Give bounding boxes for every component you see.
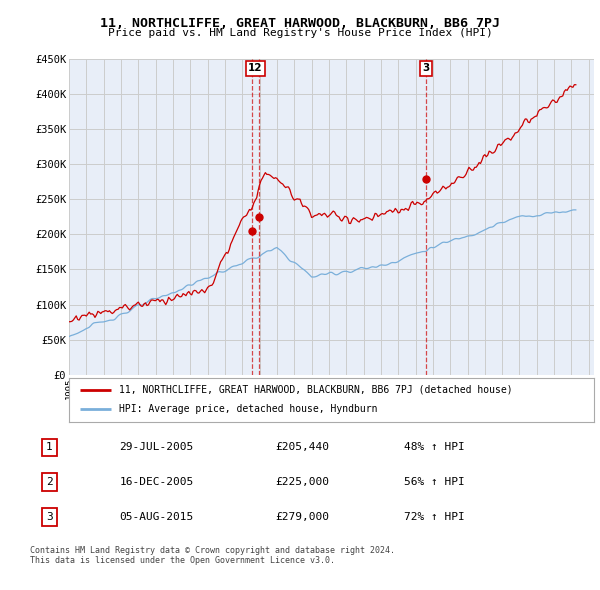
Text: Contains HM Land Registry data © Crown copyright and database right 2024.
This d: Contains HM Land Registry data © Crown c…	[30, 546, 395, 565]
Text: £205,440: £205,440	[275, 442, 329, 453]
Text: £225,000: £225,000	[275, 477, 329, 487]
Text: 12: 12	[248, 64, 263, 74]
Text: 48% ↑ HPI: 48% ↑ HPI	[404, 442, 464, 453]
Text: 56% ↑ HPI: 56% ↑ HPI	[404, 477, 464, 487]
Text: 05-AUG-2015: 05-AUG-2015	[119, 512, 194, 522]
Text: 3: 3	[46, 512, 53, 522]
Text: HPI: Average price, detached house, Hyndburn: HPI: Average price, detached house, Hynd…	[119, 405, 377, 414]
Text: 29-JUL-2005: 29-JUL-2005	[119, 442, 194, 453]
Text: 72% ↑ HPI: 72% ↑ HPI	[404, 512, 464, 522]
Text: £279,000: £279,000	[275, 512, 329, 522]
Text: Price paid vs. HM Land Registry's House Price Index (HPI): Price paid vs. HM Land Registry's House …	[107, 28, 493, 38]
Text: 11, NORTHCLIFFE, GREAT HARWOOD, BLACKBURN, BB6 7PJ: 11, NORTHCLIFFE, GREAT HARWOOD, BLACKBUR…	[100, 17, 500, 30]
Text: 11, NORTHCLIFFE, GREAT HARWOOD, BLACKBURN, BB6 7PJ (detached house): 11, NORTHCLIFFE, GREAT HARWOOD, BLACKBUR…	[119, 385, 512, 395]
Text: 1: 1	[46, 442, 53, 453]
Text: 16-DEC-2005: 16-DEC-2005	[119, 477, 194, 487]
Text: 3: 3	[422, 64, 430, 74]
Text: 2: 2	[46, 477, 53, 487]
